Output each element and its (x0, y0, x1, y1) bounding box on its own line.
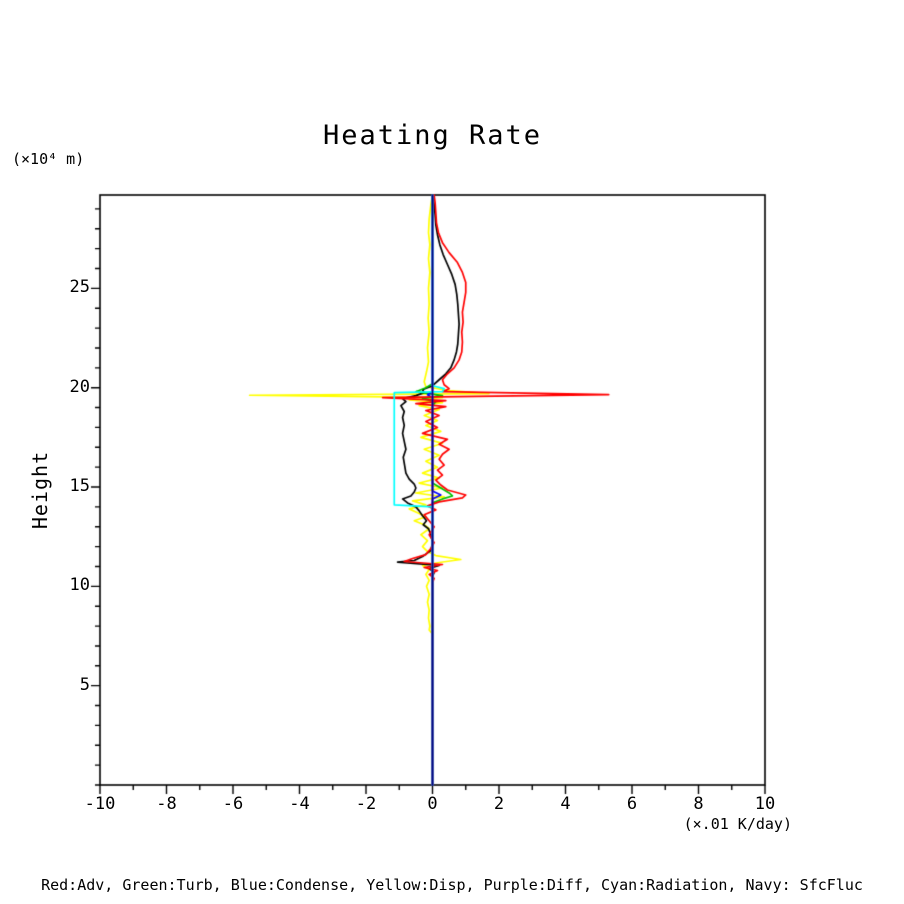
y-tick-label: 5 (79, 674, 90, 695)
x-axis-unit-label: (×.01 K/day) (683, 815, 792, 833)
y-tick-label: 15 (69, 476, 90, 497)
x-tick-label: -2 (355, 794, 377, 814)
legend-text: Red:Adv, Green:Turb, Blue:Condense, Yell… (41, 876, 863, 894)
x-tick-label: -4 (289, 794, 310, 814)
chart-title: Heating Rate (322, 120, 543, 151)
y-tick-label: 25 (69, 277, 90, 298)
x-tick-label: 4 (560, 794, 571, 814)
x-tick-label: 6 (626, 794, 638, 814)
x-tick-label: 0 (427, 794, 438, 814)
x-tick-label: -8 (156, 794, 177, 814)
x-tick-label: 8 (693, 794, 704, 814)
x-tick-label: -6 (222, 794, 244, 814)
x-tick-label: 10 (754, 794, 776, 814)
y-tick-label: 10 (69, 575, 90, 596)
x-tick-label: -10 (84, 794, 116, 814)
y-axis-unit-label: (×10⁴ m) (12, 150, 85, 168)
x-tick-label: 2 (493, 794, 505, 814)
y-tick-label: 20 (69, 376, 90, 397)
